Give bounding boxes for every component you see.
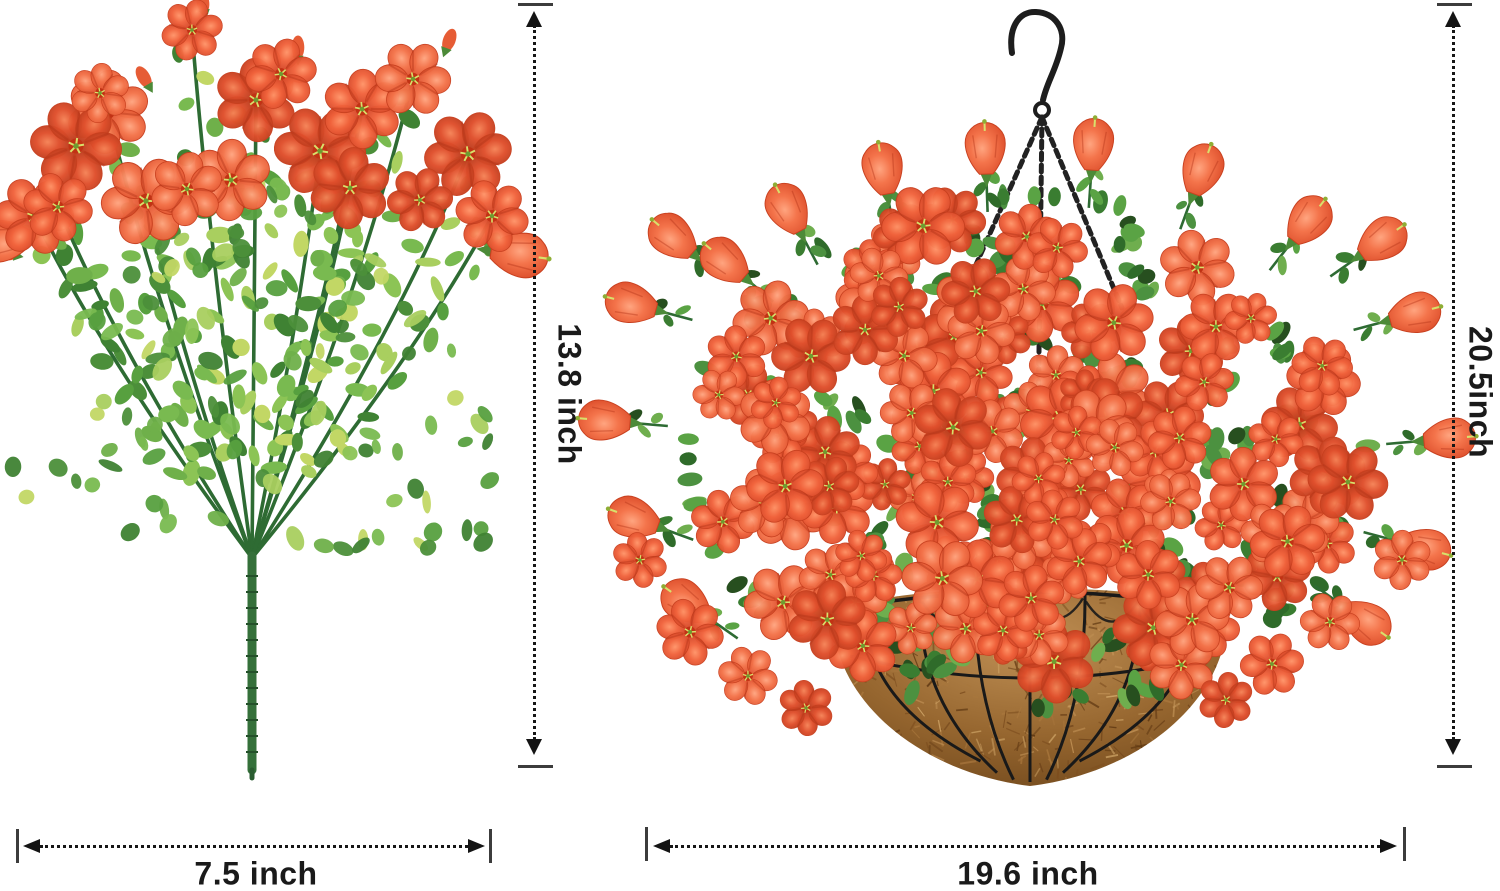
dimension-cap — [518, 3, 553, 6]
arrow-right-icon — [468, 839, 485, 853]
dimension-cap — [1437, 3, 1472, 6]
dimension-line — [670, 845, 1380, 848]
flower-dome — [572, 112, 1482, 739]
basket-width-label: 19.6 inch — [957, 855, 1099, 891]
basket-height-label: 20.5inch — [1462, 325, 1499, 459]
arrow-left-icon — [23, 839, 40, 853]
arrow-right-icon — [1380, 839, 1397, 853]
dimension-line — [533, 25, 536, 740]
arrow-up-icon — [1445, 11, 1461, 27]
hanger-hook — [1008, 9, 1066, 119]
dimension-cap — [16, 829, 19, 863]
flower-bush-illustration — [0, 0, 556, 781]
dimension-cap — [1437, 765, 1472, 768]
arrow-left-icon — [653, 839, 670, 853]
hanging-basket-illustration — [572, 9, 1482, 786]
dimension-line — [40, 845, 468, 848]
dimension-cap — [1403, 827, 1406, 861]
bush-height-label: 13.8 inch — [551, 323, 588, 465]
bush-stalk — [246, 551, 258, 781]
arrow-down-icon — [1445, 739, 1461, 755]
arrow-down-icon — [526, 739, 542, 755]
dimension-line — [1452, 25, 1455, 740]
arrow-up-icon — [526, 11, 542, 27]
bush-width-label: 7.5 inch — [194, 855, 318, 891]
dimension-cap — [518, 765, 553, 768]
dimension-cap — [645, 827, 648, 861]
dimension-cap — [489, 829, 492, 863]
